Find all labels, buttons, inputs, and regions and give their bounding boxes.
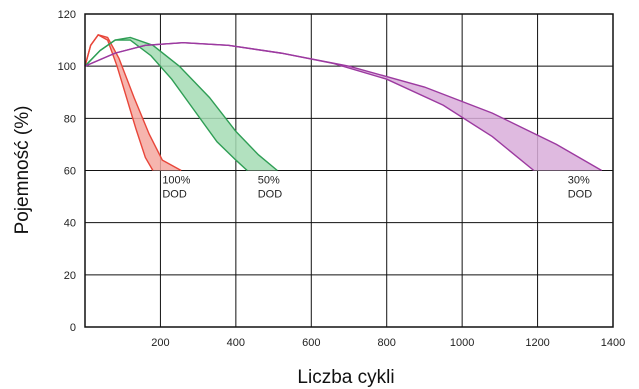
x-tick-labels: 200 400 600 800 1000 1200 1400: [151, 337, 625, 349]
y-tick-label: 60: [64, 166, 76, 178]
x-tick-label: 1400: [601, 337, 625, 349]
series-areas: [84, 33, 603, 172]
series-annotation-1: DOD: [258, 189, 283, 201]
series-lower-line-2: [84, 41, 535, 172]
x-tick-label: 1000: [450, 337, 474, 349]
y-tick-labels: 0 20 40 60 80 100 120: [58, 9, 76, 334]
series-annotation-0: 100%: [162, 175, 190, 187]
x-tick-label: 800: [378, 337, 396, 349]
series-lower-line-0: [84, 33, 154, 171]
x-tick-label: 200: [151, 337, 169, 349]
x-axis-title: Liczba cykli: [297, 367, 394, 388]
y-axis-title: Pojemność (%): [12, 106, 33, 235]
series-annotation-1: 50%: [258, 175, 280, 187]
series-annotation-2: 30%: [568, 175, 590, 187]
series-band-0: [85, 34, 182, 171]
y-tick-label: 0: [70, 322, 76, 334]
series-annotation-0: DOD: [162, 189, 187, 201]
y-tick-label: 100: [58, 61, 76, 73]
series-annotations: 100% DOD 50% DOD 30% DOD: [162, 175, 592, 201]
x-tick-label: 1200: [525, 337, 549, 349]
y-tick-label: 80: [64, 113, 76, 125]
series-annotation-2: DOD: [568, 189, 593, 201]
plot-border: [84, 13, 614, 328]
series-band-2: [85, 42, 602, 171]
x-tick-label: 600: [302, 337, 320, 349]
series-band-1: [85, 37, 278, 171]
series-lower-line-1: [84, 39, 248, 172]
x-tick-label: 400: [227, 337, 245, 349]
y-tick-label: 120: [58, 9, 76, 21]
y-tick-label: 20: [64, 270, 76, 282]
y-tick-label: 40: [64, 218, 76, 230]
plot-frame: [84, 13, 614, 328]
